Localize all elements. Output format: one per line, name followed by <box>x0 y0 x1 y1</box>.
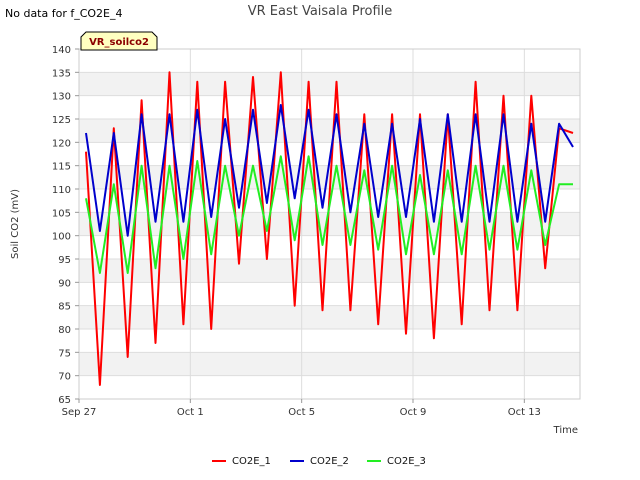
y-tick-label: 120 <box>52 138 71 149</box>
y-tick-label: 85 <box>58 302 71 313</box>
x-tick-label: Oct 9 <box>400 407 427 418</box>
y-tick-label: 115 <box>52 162 71 173</box>
y-tick-label: 130 <box>52 92 71 103</box>
legend-label-co2e-3: CO2E_3 <box>387 456 426 467</box>
series-line-co2e-1 <box>85 71 574 386</box>
chart-title: VR East Vaisala Profile <box>248 4 393 19</box>
plot-band <box>79 235 580 259</box>
plot-band <box>79 375 580 399</box>
plot-band <box>79 119 580 143</box>
plot-band <box>79 352 580 376</box>
y-tick-label: 80 <box>58 325 71 336</box>
y-axis-ticks: 65 70 75 80 85 90 95 100 105 110 115 120 125 130 135 14… <box>52 45 79 406</box>
series-line-co2e-3 <box>85 155 573 274</box>
legend-label-co2e-2: CO2E_2 <box>310 456 349 467</box>
x-axis-title: Time <box>553 425 578 436</box>
legend-label-co2e-1: CO2E_1 <box>232 456 271 467</box>
series-line-co2e-2 <box>85 104 574 237</box>
plot-band <box>79 49 580 73</box>
y-tick-label: 95 <box>58 255 71 266</box>
y-tick-label: 100 <box>52 232 71 243</box>
y-axis-title: Soil CO2 (mV) <box>10 189 21 259</box>
x-axis-ticks: Sep 27 Oct 1 Oct 5 Oct 9 Oct 13 <box>62 399 541 418</box>
plot-band <box>79 72 580 96</box>
series-lines <box>85 71 574 386</box>
plot-band <box>79 282 580 306</box>
no-data-notice: No data for f_CO2E_4 <box>5 7 123 20</box>
y-tick-label: 65 <box>58 395 71 406</box>
y-tick-label: 125 <box>52 115 71 126</box>
y-tick-label: 70 <box>58 372 71 383</box>
y-tick-label: 105 <box>52 208 71 219</box>
plot-band <box>79 259 580 283</box>
x-tick-label: Oct 5 <box>288 407 315 418</box>
legend: CO2E_1 CO2E_2 CO2E_3 <box>212 456 426 467</box>
x-tick-label: Oct 1 <box>177 407 204 418</box>
y-tick-label: 110 <box>52 185 71 196</box>
site-tag-shape <box>80 31 158 51</box>
x-tick-label: Sep 27 <box>62 407 97 418</box>
y-tick-label: 135 <box>52 68 71 79</box>
plot-band <box>79 305 580 329</box>
y-tick-label: 90 <box>58 278 71 289</box>
gridlines <box>78 48 580 400</box>
site-tag-label: VR_soilco2 <box>89 37 149 48</box>
x-tick-label: Oct 13 <box>508 407 541 418</box>
site-tag: VR_soilco2 <box>80 31 158 51</box>
y-tick-label: 140 <box>52 45 71 56</box>
y-tick-label: 75 <box>58 348 71 359</box>
plot-frame <box>78 48 581 400</box>
plot-band <box>79 329 580 353</box>
plot-band <box>79 95 580 119</box>
